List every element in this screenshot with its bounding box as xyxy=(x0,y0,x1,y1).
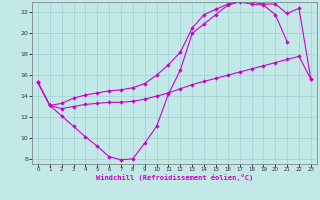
X-axis label: Windchill (Refroidissement éolien,°C): Windchill (Refroidissement éolien,°C) xyxy=(96,174,253,181)
